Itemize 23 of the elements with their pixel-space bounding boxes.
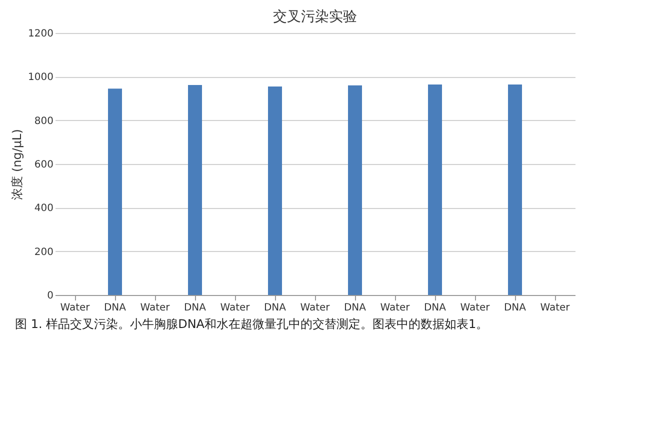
chart-title: 交叉污染实验	[273, 9, 357, 25]
x-tick-label: Water	[60, 302, 91, 314]
y-tick-label: 800	[34, 116, 54, 127]
x-tick-label: Water	[140, 302, 171, 314]
x-tick-label: DNA	[104, 302, 126, 314]
x-tick-label: Water	[460, 302, 491, 314]
y-tick-label: 200	[34, 246, 54, 258]
x-tick-label: Water	[540, 302, 571, 314]
caption: 图 1. 样品交叉污染。小牛胸腺DNA和水在超微量孔中的交替测定。图表中的数据如表1。	[15, 317, 488, 331]
x-tick-label: DNA	[424, 302, 446, 314]
x-tick-label: DNA	[504, 302, 526, 314]
x-tick-label: Water	[220, 302, 251, 314]
y-tick-label: 400	[34, 203, 54, 214]
y-tick-label: 600	[34, 160, 54, 170]
x-tick-label: DNA	[344, 302, 366, 314]
x-tick-label: DNA	[264, 302, 286, 314]
y-tick-label: 1200	[28, 28, 54, 40]
y-tick-label: 0	[47, 290, 54, 302]
x-tick-label: Water	[300, 302, 331, 314]
x-tick-label: DNA	[184, 302, 206, 314]
y-axis-title: 浓度 (ng/μL)	[10, 129, 24, 200]
x-tick-label: Water	[380, 302, 411, 314]
y-tick-label: 1000	[28, 72, 54, 84]
